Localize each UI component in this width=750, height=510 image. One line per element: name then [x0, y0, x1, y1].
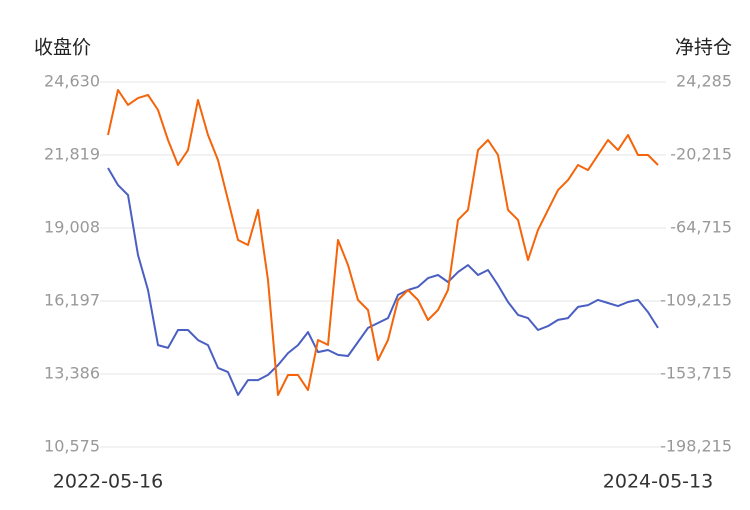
- y-tick-label: 19,008: [44, 218, 100, 237]
- series-line: [107, 167, 659, 396]
- y2-tick-label: -64,715: [670, 218, 732, 237]
- y-tick-label: 16,197: [44, 291, 100, 310]
- x-tick-label: 2024-05-13: [603, 471, 713, 493]
- y-tick-label: 13,386: [44, 364, 100, 383]
- y-tick-label: 24,630: [44, 72, 100, 91]
- y2-tick-label: -198,215: [660, 437, 732, 456]
- y-tick-label: 10,575: [44, 437, 100, 456]
- y2-tick-label: -109,215: [660, 291, 732, 310]
- y-axis-title: 收盘价: [34, 37, 91, 59]
- y-tick-label: 21,819: [44, 145, 100, 164]
- series-line: [107, 89, 659, 396]
- y2-tick-label: 24,285: [676, 72, 732, 91]
- y2-axis-title: 净持仓: [675, 37, 732, 59]
- y2-tick-label: -153,715: [660, 364, 732, 383]
- x-tick-label: 2022-05-16: [53, 471, 163, 493]
- y2-tick-label: -20,215: [670, 145, 732, 164]
